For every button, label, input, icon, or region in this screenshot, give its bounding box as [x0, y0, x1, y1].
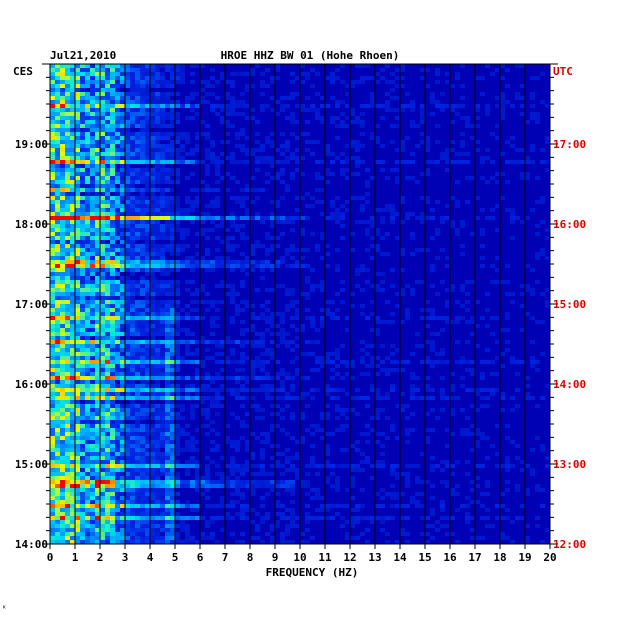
right-time-label: 14:00: [553, 378, 586, 391]
right-time-label: 16:00: [553, 218, 586, 231]
right-time-ticks: [550, 63, 558, 545]
x-tick-label: 8: [247, 551, 254, 564]
x-tick-label: 16: [443, 551, 457, 564]
right-time-label: 12:00: [553, 538, 586, 551]
x-tick-label: 0: [47, 551, 54, 564]
x-tick-label: 15: [418, 551, 431, 564]
x-tick-label: 3: [122, 551, 129, 564]
x-tick-label: 20: [543, 551, 556, 564]
x-axis-label: FREQUENCY (HZ): [266, 566, 359, 579]
chart-title: HROE HHZ BW 01 (Hohe Rhoen): [221, 49, 400, 62]
x-tick-label: 11: [318, 551, 332, 564]
right-time-label: 13:00: [553, 458, 586, 471]
x-tick-label: 10: [293, 551, 306, 564]
corner-mark: ᴷ: [2, 604, 7, 613]
x-tick-label: 12: [343, 551, 356, 564]
left-time-label: 16:00: [15, 378, 48, 391]
left-time-label: 17:00: [15, 298, 48, 311]
x-tick-label: 1: [72, 551, 79, 564]
right-zone-label: UTC: [553, 65, 573, 78]
frequency-grid: [49, 63, 551, 549]
x-tick-label: 19: [518, 551, 531, 564]
left-time-label: 15:00: [15, 458, 48, 471]
x-tick-label: 17: [468, 551, 481, 564]
x-tick-label: 2: [97, 551, 104, 564]
x-tick-label: 14: [393, 551, 407, 564]
x-tick-label: 18: [493, 551, 506, 564]
left-time-label: 19:00: [15, 138, 48, 151]
right-time-labels: 17:00 16:00 15:00 14:00 13:00 12:00: [553, 138, 586, 551]
frequency-tick-labels: 0 1 2 3 4 5 6 7 8 9 10 11 12 13 14 15 16 17 18 19 20: [47, 551, 557, 564]
spectrogram-cells: [50, 64, 550, 544]
left-time-ticks: [42, 63, 50, 545]
date-label: Jul21,2010: [50, 49, 116, 62]
x-tick-label: 5: [172, 551, 179, 564]
left-time-label: 18:00: [15, 218, 48, 231]
right-time-label: 15:00: [553, 298, 586, 311]
left-time-label: 14:00: [15, 538, 48, 551]
x-tick-label: 13: [368, 551, 381, 564]
left-time-labels: 19:00 18:00 17:00 16:00 15:00 14:00: [15, 138, 48, 551]
x-tick-label: 4: [147, 551, 154, 564]
x-tick-label: 6: [197, 551, 204, 564]
x-tick-label: 9: [272, 551, 279, 564]
right-time-label: 17:00: [553, 138, 586, 151]
left-zone-label: CES: [13, 65, 33, 78]
x-tick-label: 7: [222, 551, 229, 564]
